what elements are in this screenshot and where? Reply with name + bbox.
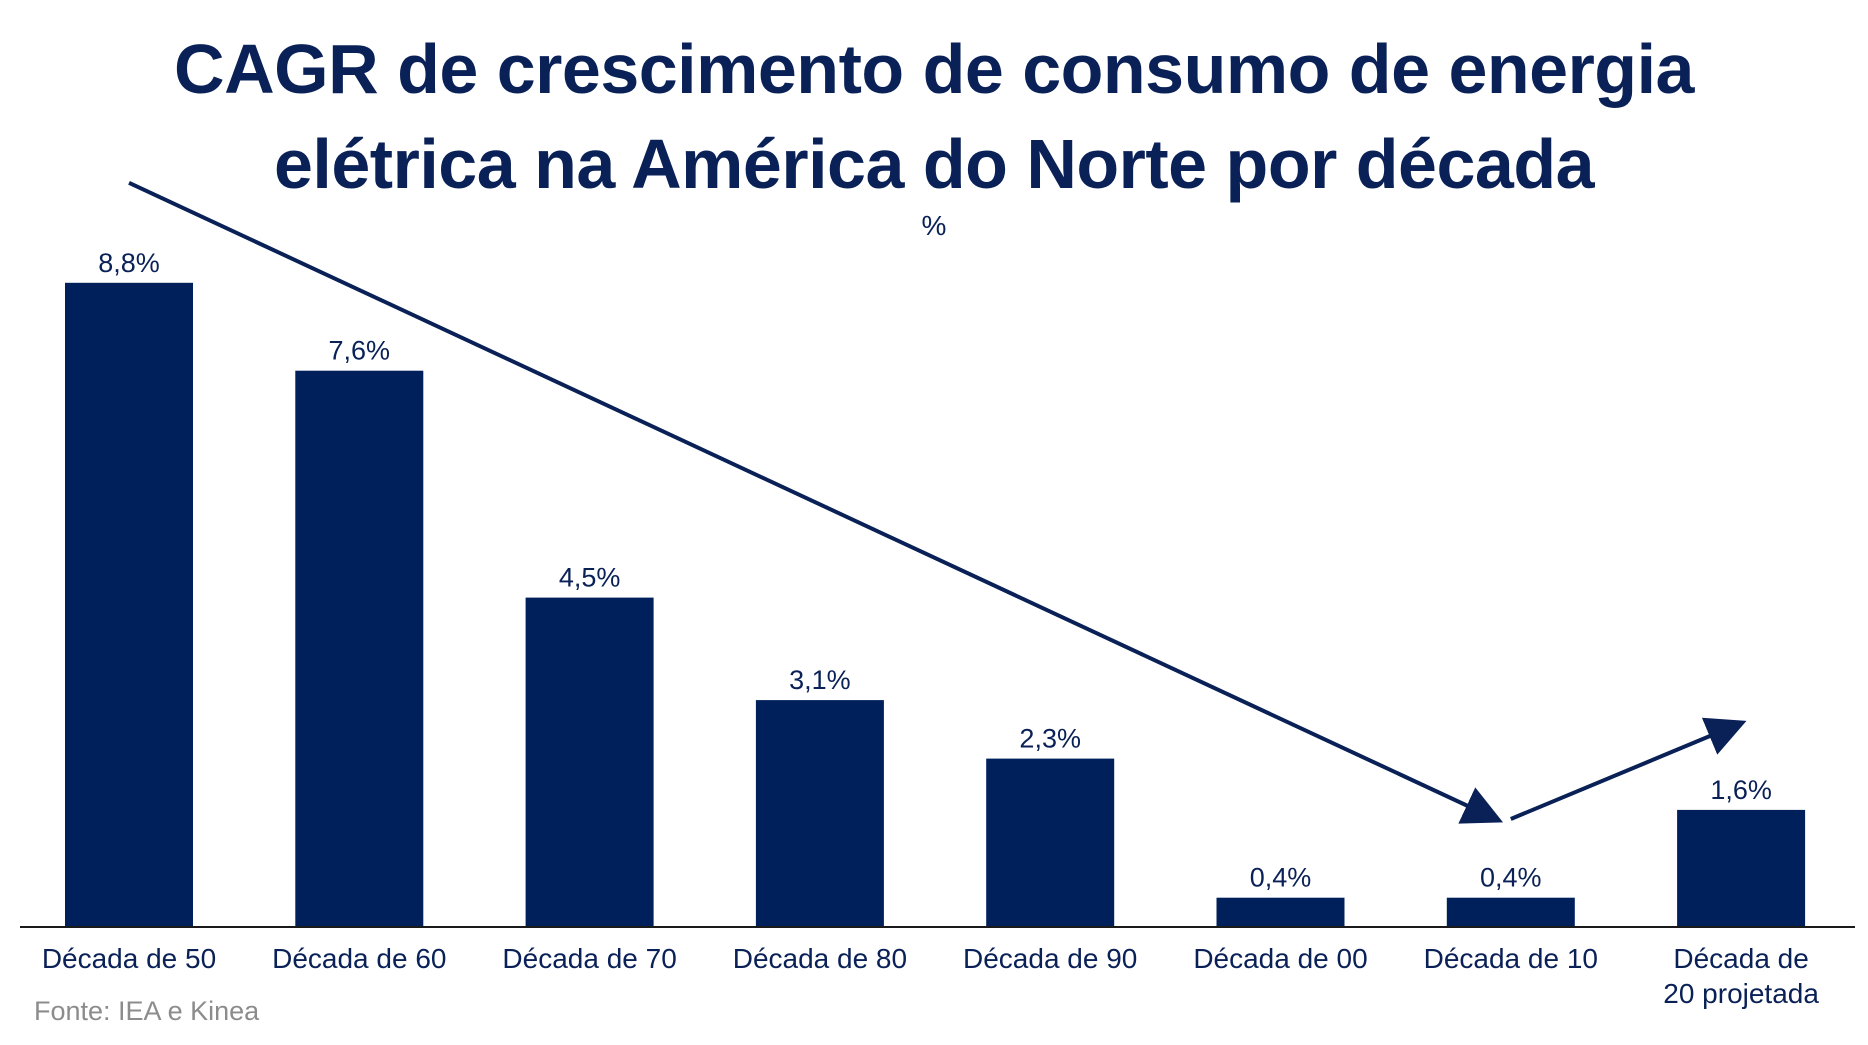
category-label-1: Década de 50: [42, 943, 216, 974]
bar-2: [295, 370, 424, 927]
bar-8: [1677, 809, 1806, 927]
bar-3: [525, 597, 654, 927]
bars-group: [65, 282, 1806, 927]
value-label-8: 1,6%: [1710, 775, 1772, 805]
value-label-2: 7,6%: [329, 336, 391, 366]
value-label-5: 2,3%: [1019, 724, 1081, 754]
bar-1: [65, 282, 193, 927]
category-label-3: Década de 70: [502, 943, 676, 974]
category-label-4: Década de 80: [733, 943, 907, 974]
bar-4: [755, 700, 884, 927]
bar-6: [1216, 897, 1345, 927]
category-label-8: Década de 20 projetada: [1663, 943, 1819, 1009]
uptrend-arrow: [1510, 717, 1747, 821]
category-label-5: Década de 90: [963, 943, 1137, 974]
value-label-6: 0,4%: [1250, 863, 1312, 893]
chart-title: CAGR de crescimento de consumo de energi…: [0, 22, 1868, 212]
unit-label: %: [921, 210, 947, 241]
value-label-4: 3,1%: [789, 665, 851, 695]
source-note: Fonte: IEA e Kinea: [34, 996, 260, 1026]
category-labels-group: Década de 50 Década de 60 Década de 70 Déca…: [42, 943, 1820, 1009]
bar-7: [1446, 897, 1575, 927]
category-label-7: Década de 10: [1424, 943, 1598, 974]
chart-title-line-1: CAGR de crescimento de consumo de energi…: [174, 30, 1694, 108]
value-label-1: 8,8%: [98, 248, 160, 278]
value-labels-group: 8,8% 7,6% 4,5% 3,1% 2,3% 0,4% 0,4% 1,6%: [98, 248, 1772, 893]
category-label-2: Década de 60: [272, 943, 446, 974]
value-label-7: 0,4%: [1480, 863, 1542, 893]
trend-arrows: [128, 180, 1747, 824]
category-label-6: Década de 00: [1193, 943, 1367, 974]
value-label-3: 4,5%: [559, 563, 621, 593]
bar-5: [986, 758, 1115, 927]
chart-title-line-2: elétrica na América do Norte por década: [273, 125, 1595, 203]
downtrend-arrow: [128, 180, 1504, 824]
